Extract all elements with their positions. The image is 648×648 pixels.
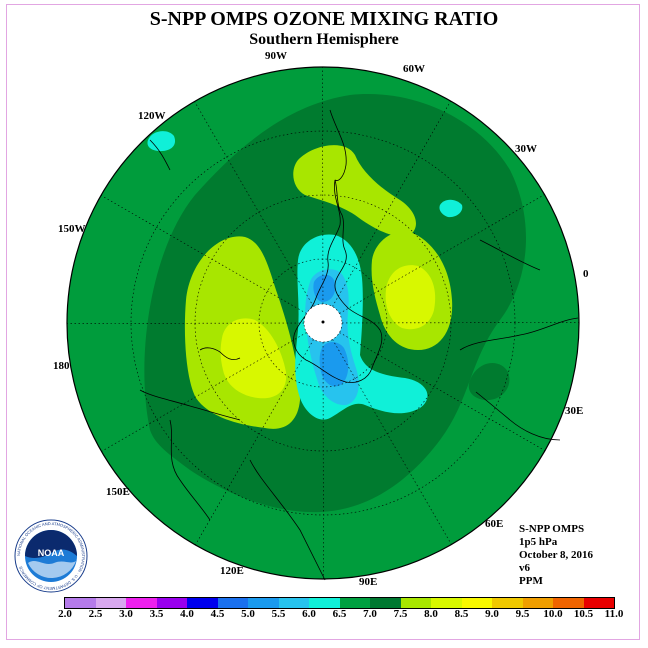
lon-label-120e: 120E (220, 565, 244, 577)
lon-label-60e: 60E (485, 518, 504, 530)
ozone-region-4.5-5.0-south (319, 342, 349, 387)
figure-frame (6, 4, 640, 640)
colorbar-swatch (370, 598, 401, 608)
info-units: PPM (519, 575, 543, 587)
colorbar-tick-label: 5.5 (271, 608, 286, 620)
coastlines (139, 109, 579, 581)
colorbar-swatch (248, 598, 279, 608)
meridian-line (101, 332, 307, 452)
colorbar-tick-label: 11.0 (604, 608, 624, 620)
lon-label-150e: 150E (106, 486, 130, 498)
colorbar-swatch (309, 598, 340, 608)
lon-label-120w: 120W (138, 110, 166, 122)
lon-label-30e: 30E (565, 405, 584, 417)
south-pole-marker (321, 320, 325, 324)
ozone-region-7.5-8.0-east (385, 265, 436, 330)
meridian-line (332, 100, 451, 307)
colorbar-tick-label: 3.5 (149, 608, 164, 620)
colorbar-tick-label: 10.5 (573, 608, 594, 620)
ozone-region-7.0-7.5-north (293, 145, 416, 237)
colorbar-swatch (583, 598, 614, 608)
colorbar-tick-label: 7.5 (393, 608, 408, 620)
colorbar-swatch (278, 598, 309, 608)
colorbar-swatch (553, 598, 584, 608)
colorbar-tick-label: 6.5 (332, 608, 347, 620)
colorbar-tick-label: 9.0 (485, 608, 499, 620)
meridian-line (100, 195, 307, 314)
product-info: S-NPP OMPS 1p5 hPa October 8, 2016 v6 PP… (519, 523, 593, 588)
info-instrument: S-NPP OMPS (519, 523, 585, 535)
colorbar-swatch (95, 598, 126, 608)
colorbar-swatch (400, 598, 431, 608)
colorbar-swatch (126, 598, 157, 608)
lon-label-90e: 90E (359, 576, 378, 588)
meridian-lines (66, 66, 580, 580)
ozone-region-4.5-5.0-north (313, 274, 336, 302)
ozone-region-6.5-7.0-small (468, 362, 510, 401)
colorbar-swatch (492, 598, 523, 608)
colorbar-swatch (431, 598, 462, 608)
meridian-line (332, 339, 452, 545)
info-version: v6 (519, 562, 530, 574)
ozone-region-7.5-8.0-west (220, 318, 287, 399)
colorbar-swatch (217, 598, 248, 608)
colorbar-tick-label: 10.0 (543, 608, 563, 620)
colorbar-tick-label: 2.5 (88, 608, 103, 620)
lon-label-60w: 60W (403, 63, 425, 75)
colorbar-tick-label: 8.0 (424, 608, 438, 620)
lon-label-90w: 90W (265, 50, 287, 62)
colorbar-swatch (65, 598, 96, 608)
info-date: October 8, 2016 (519, 549, 594, 561)
colorbar-tick-label: 4.5 (210, 608, 225, 620)
noaa-logo: NOAA NATIONAL OCEANIC AND ATMOSPHERIC AD… (14, 519, 88, 593)
colorbar-swatch (522, 598, 553, 608)
colorbar-tick-label: 7.0 (363, 608, 377, 620)
colorbar-tick-label: 4.0 (180, 608, 194, 620)
colorbar-tick-label: 9.5 (515, 608, 530, 620)
colorbar-swatch (187, 598, 218, 608)
colorbar-swatch (156, 598, 187, 608)
colorbar-tick-label: 6.0 (302, 608, 316, 620)
lon-label-180: 180 (53, 360, 70, 372)
meridian-line (339, 332, 546, 451)
colorbar-swatch (339, 598, 370, 608)
meridian-line (194, 101, 314, 307)
meridian-line (339, 194, 545, 314)
ozone-patch-30w (439, 199, 463, 218)
map-title: S-NPP OMPS OZONE MIXING RATIO (149, 8, 499, 30)
colorbar (64, 597, 615, 609)
colorbar-tick-label: 5.0 (241, 608, 255, 620)
colorbar-labels: 2.0 2.5 3.0 3.5 4.0 4.5 5.0 5.5 6.0 6.5 7.0 7.5 8.0 8… (0, 608, 648, 622)
meridian-line (195, 339, 314, 546)
lon-label-150w: 150W (58, 223, 86, 235)
logo-text: NOAA (38, 548, 65, 558)
ozone-patch-120w (147, 131, 176, 152)
colorbar-tick-label: 3.0 (119, 608, 133, 620)
colorbar-tick-label: 2.0 (58, 608, 72, 620)
colorbar-swatch (461, 598, 492, 608)
map-border (66, 66, 580, 580)
lon-label-0: 0 (583, 268, 589, 280)
map-subtitle: Southern Hemisphere (249, 31, 399, 48)
info-level: 1p5 hPa (519, 536, 558, 548)
colorbar-tick-label: 8.5 (454, 608, 469, 620)
lon-label-30w: 30W (515, 143, 537, 155)
